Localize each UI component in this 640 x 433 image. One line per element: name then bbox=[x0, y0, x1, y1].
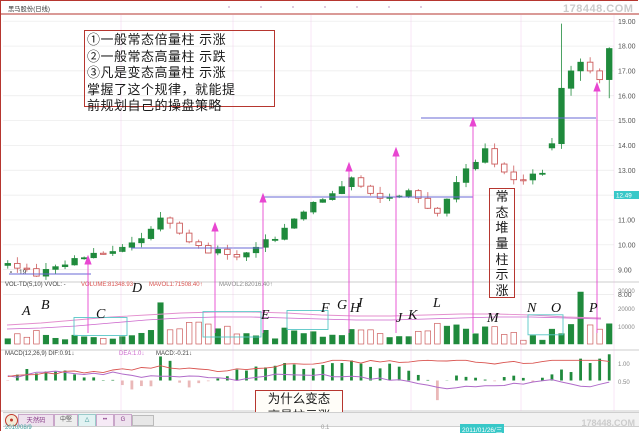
svg-text:VOLUME:81348.93↑: VOLUME:81348.93↑ bbox=[81, 282, 136, 288]
svg-text:黑马股份(日线): 黑马股份(日线) bbox=[8, 4, 50, 13]
svg-text:30000: 30000 bbox=[618, 289, 635, 295]
svg-text:14.00: 14.00 bbox=[618, 143, 636, 150]
svg-text:12.49: 12.49 bbox=[616, 193, 632, 200]
svg-text:MAVOL2:82016.40↑: MAVOL2:82016.40↑ bbox=[219, 282, 273, 288]
svg-text:MACD:-0.21↓: MACD:-0.21↓ bbox=[156, 351, 192, 357]
svg-text:19.00: 19.00 bbox=[618, 19, 636, 26]
svg-text:0.50: 0.50 bbox=[618, 380, 630, 386]
svg-text:20000: 20000 bbox=[618, 307, 635, 313]
svg-text:MAVOL1:71508.40↑: MAVOL1:71508.40↑ bbox=[149, 282, 203, 288]
svg-text:13.00: 13.00 bbox=[618, 168, 636, 175]
svg-text:19: 19 bbox=[19, 269, 27, 276]
svg-text:178448.COM: 178448.COM bbox=[563, 3, 633, 15]
svg-text:10000: 10000 bbox=[618, 325, 635, 331]
svg-text:17.00: 17.00 bbox=[618, 68, 636, 75]
svg-text:16.00: 16.00 bbox=[618, 93, 636, 100]
svg-text:18.00: 18.00 bbox=[618, 44, 636, 51]
svg-text:MACD(12,26,9) DIF:0.91↓: MACD(12,26,9) DIF:0.91↓ bbox=[5, 351, 74, 357]
svg-text:VOL-TD(5,10) VVOL: -: VOL-TD(5,10) VVOL: - bbox=[5, 282, 66, 288]
svg-text:1.00: 1.00 bbox=[618, 362, 630, 368]
svg-text:10.00: 10.00 bbox=[618, 242, 636, 249]
svg-text:9.00: 9.00 bbox=[618, 267, 632, 274]
svg-text:DEA:1.0↓: DEA:1.0↓ bbox=[119, 351, 144, 357]
svg-text:11.00: 11.00 bbox=[618, 218, 635, 225]
svg-text:15.00: 15.00 bbox=[618, 118, 636, 125]
